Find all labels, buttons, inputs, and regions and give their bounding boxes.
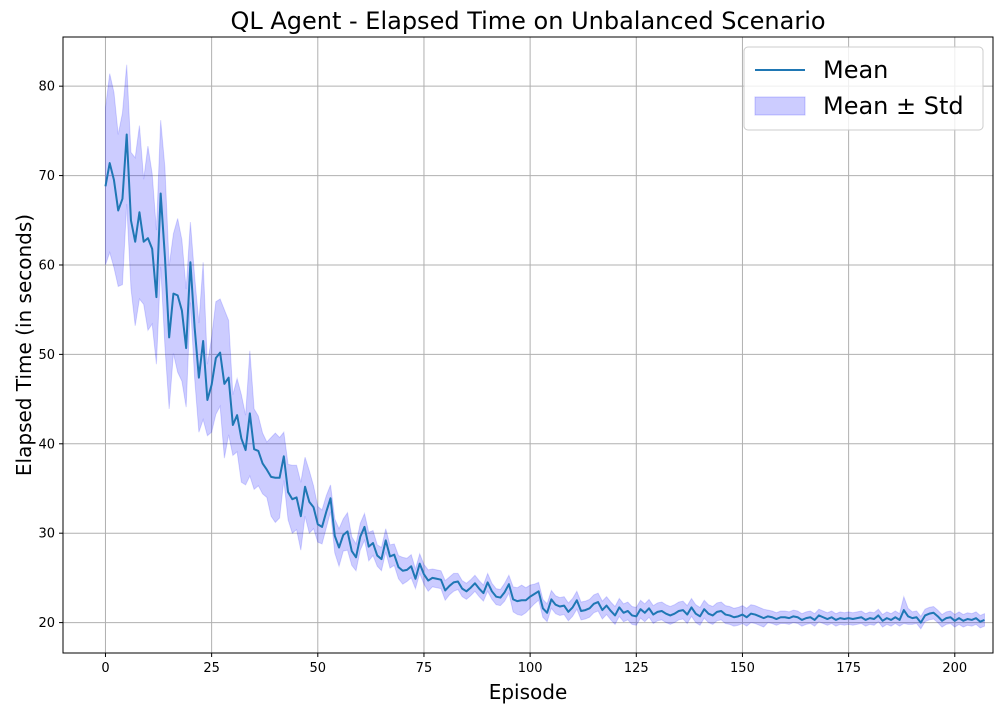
y-tick-label: 60 xyxy=(38,258,55,273)
legend-mean-label: Mean xyxy=(823,56,888,84)
x-tick-label: 50 xyxy=(310,661,327,676)
legend-std-swatch xyxy=(754,96,806,116)
y-tick-label: 50 xyxy=(38,348,55,363)
x-axis-label: Episode xyxy=(489,680,568,704)
x-tick-label: 25 xyxy=(203,661,220,676)
y-tick-label: 70 xyxy=(38,169,55,184)
y-tick-label: 20 xyxy=(38,616,55,631)
mean-line xyxy=(104,133,985,624)
chart-title: QL Agent - Elapsed Time on Unbalanced Sc… xyxy=(230,7,825,35)
x-tick-label: 75 xyxy=(416,661,433,676)
x-tick-label: 125 xyxy=(624,661,649,676)
x-axis-ticks: 0 25 50 75 100 125 150 175 200 xyxy=(101,653,967,676)
y-tick-label: 30 xyxy=(38,527,55,542)
y-axis-ticks: 20 30 40 50 60 70 80 xyxy=(38,80,63,631)
plot-area xyxy=(104,64,986,630)
x-tick-label: 175 xyxy=(836,661,861,676)
y-tick-label: 80 xyxy=(38,80,55,95)
x-tick-label: 150 xyxy=(730,661,755,676)
legend: Mean Mean ± Std xyxy=(743,46,984,131)
y-tick-label: 40 xyxy=(38,437,55,452)
x-tick-label: 200 xyxy=(942,661,967,676)
legend-std-label: Mean ± Std xyxy=(823,92,964,120)
x-tick-label: 0 xyxy=(101,661,109,676)
x-tick-label: 100 xyxy=(518,661,543,676)
y-axis-label: Elapsed Time (in seconds) xyxy=(12,214,36,476)
legend-box xyxy=(743,46,984,131)
grid xyxy=(63,37,993,653)
std-band xyxy=(104,64,986,630)
axes-frame xyxy=(62,36,994,654)
